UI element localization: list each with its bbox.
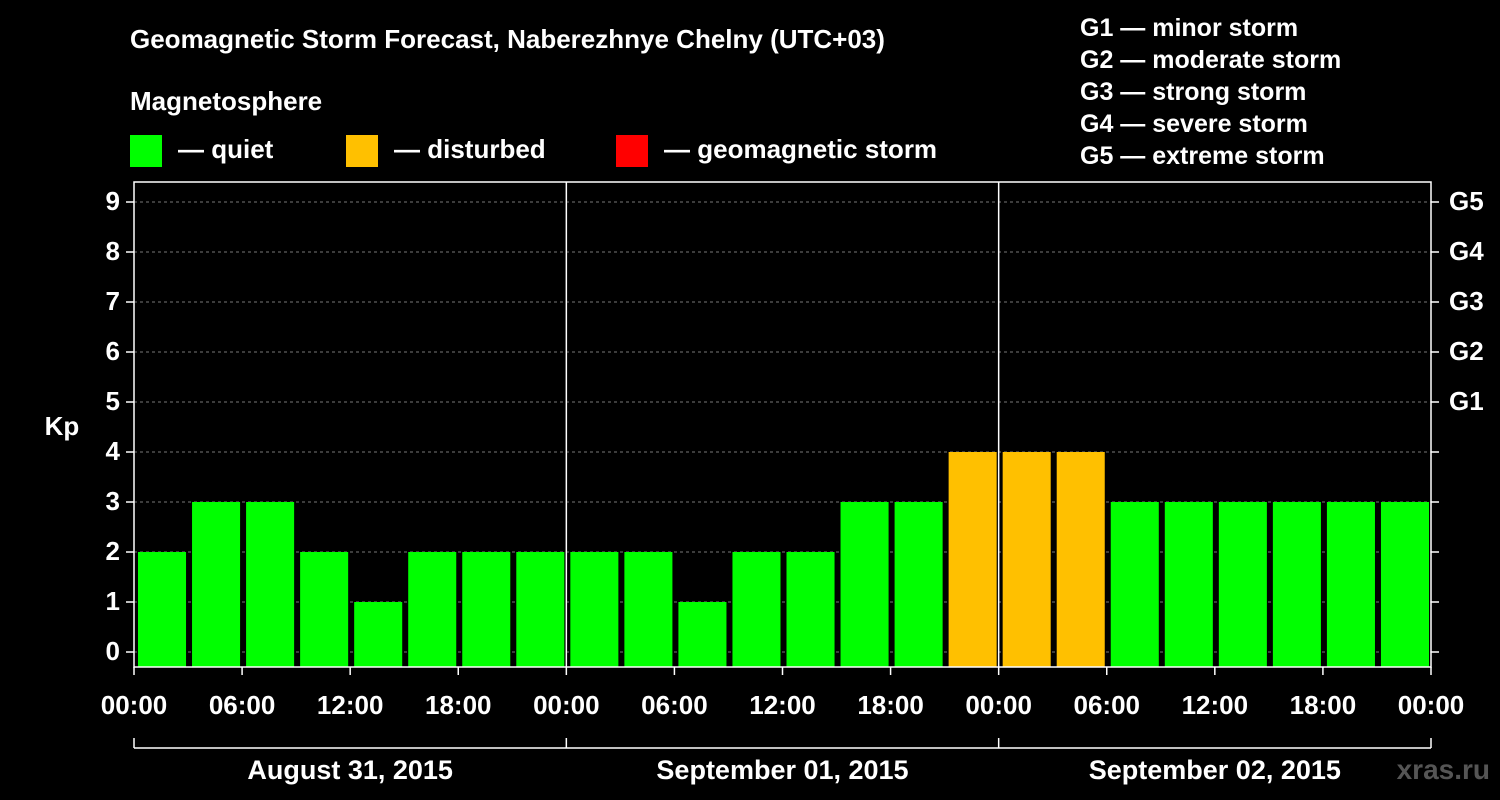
kp-bar bbox=[138, 552, 187, 667]
kp-bar bbox=[1218, 502, 1267, 667]
day-label: August 31, 2015 bbox=[247, 755, 453, 785]
kp-bar bbox=[246, 502, 295, 667]
x-tick-label: 00:00 bbox=[965, 690, 1032, 720]
g-scale-label: G3 bbox=[1449, 286, 1484, 316]
kp-bar bbox=[1002, 452, 1051, 667]
kp-bar bbox=[1056, 452, 1105, 667]
x-tick-label: 06:00 bbox=[641, 690, 708, 720]
chart-title: Geomagnetic Storm Forecast, Naberezhnye … bbox=[130, 24, 885, 54]
storm-scale-g3: G3 — strong storm bbox=[1080, 78, 1307, 106]
kp-bar bbox=[624, 552, 673, 667]
legend-label-quiet: — quiet bbox=[178, 134, 274, 164]
y-tick-label: 4 bbox=[106, 436, 121, 466]
y-tick-label: 6 bbox=[106, 336, 120, 366]
kp-bar bbox=[1110, 502, 1159, 667]
y-axis-label: Kp bbox=[45, 411, 80, 441]
kp-bar bbox=[300, 552, 349, 667]
kp-bar bbox=[732, 552, 781, 667]
y-tick-label: 9 bbox=[106, 186, 120, 216]
legend-label-storm: — geomagnetic storm bbox=[664, 134, 938, 164]
legend-swatch-quiet bbox=[130, 135, 162, 167]
magnetosphere-label: Magnetosphere bbox=[130, 86, 323, 116]
x-tick-label: 00:00 bbox=[533, 690, 600, 720]
x-tick-label: 06:00 bbox=[1074, 690, 1141, 720]
storm-scale-g1: G1 — minor storm bbox=[1080, 14, 1299, 42]
kp-bar bbox=[1380, 502, 1429, 667]
watermark: xras.ru bbox=[1396, 754, 1490, 785]
kp-bar bbox=[840, 502, 889, 667]
kp-bar bbox=[570, 552, 619, 667]
legend-swatch-storm bbox=[616, 135, 648, 167]
kp-bar bbox=[948, 452, 997, 667]
y-tick-label: 1 bbox=[106, 586, 120, 616]
day-label: September 02, 2015 bbox=[1089, 755, 1341, 785]
g-scale-label: G4 bbox=[1449, 236, 1484, 266]
y-tick-label: 8 bbox=[106, 236, 120, 266]
kp-bar bbox=[192, 502, 241, 667]
legend-swatch-disturbed bbox=[346, 135, 378, 167]
g-scale-label: G5 bbox=[1449, 186, 1484, 216]
kp-bar bbox=[786, 552, 835, 667]
kp-bar bbox=[1164, 502, 1213, 667]
kp-bar bbox=[894, 502, 943, 667]
kp-bar bbox=[462, 552, 511, 667]
y-tick-label: 5 bbox=[106, 386, 120, 416]
kp-bar bbox=[678, 602, 727, 667]
x-tick-label: 12:00 bbox=[1182, 690, 1249, 720]
x-tick-label: 00:00 bbox=[101, 690, 168, 720]
y-tick-label: 7 bbox=[106, 286, 120, 316]
x-tick-label: 18:00 bbox=[857, 690, 924, 720]
kp-bar bbox=[516, 552, 565, 667]
x-tick-label: 18:00 bbox=[425, 690, 492, 720]
legend-label-disturbed: — disturbed bbox=[394, 134, 546, 164]
kp-bar bbox=[1326, 502, 1375, 667]
g-scale-label: G2 bbox=[1449, 336, 1484, 366]
x-tick-label: 12:00 bbox=[749, 690, 816, 720]
x-tick-label: 00:00 bbox=[1398, 690, 1465, 720]
storm-scale-g5: G5 — extreme storm bbox=[1080, 142, 1325, 170]
x-tick-label: 06:00 bbox=[209, 690, 276, 720]
g-scale-label: G1 bbox=[1449, 386, 1484, 416]
y-tick-label: 2 bbox=[106, 536, 120, 566]
storm-scale-g4: G4 — severe storm bbox=[1080, 110, 1308, 138]
day-label: September 01, 2015 bbox=[656, 755, 908, 785]
kp-bar bbox=[1272, 502, 1321, 667]
kp-bar bbox=[354, 602, 403, 667]
y-tick-label: 0 bbox=[106, 636, 120, 666]
x-tick-label: 18:00 bbox=[1290, 690, 1357, 720]
storm-scale-g2: G2 — moderate storm bbox=[1080, 46, 1342, 74]
kp-bar bbox=[408, 552, 457, 667]
y-tick-label: 3 bbox=[106, 486, 120, 516]
x-tick-label: 12:00 bbox=[317, 690, 384, 720]
